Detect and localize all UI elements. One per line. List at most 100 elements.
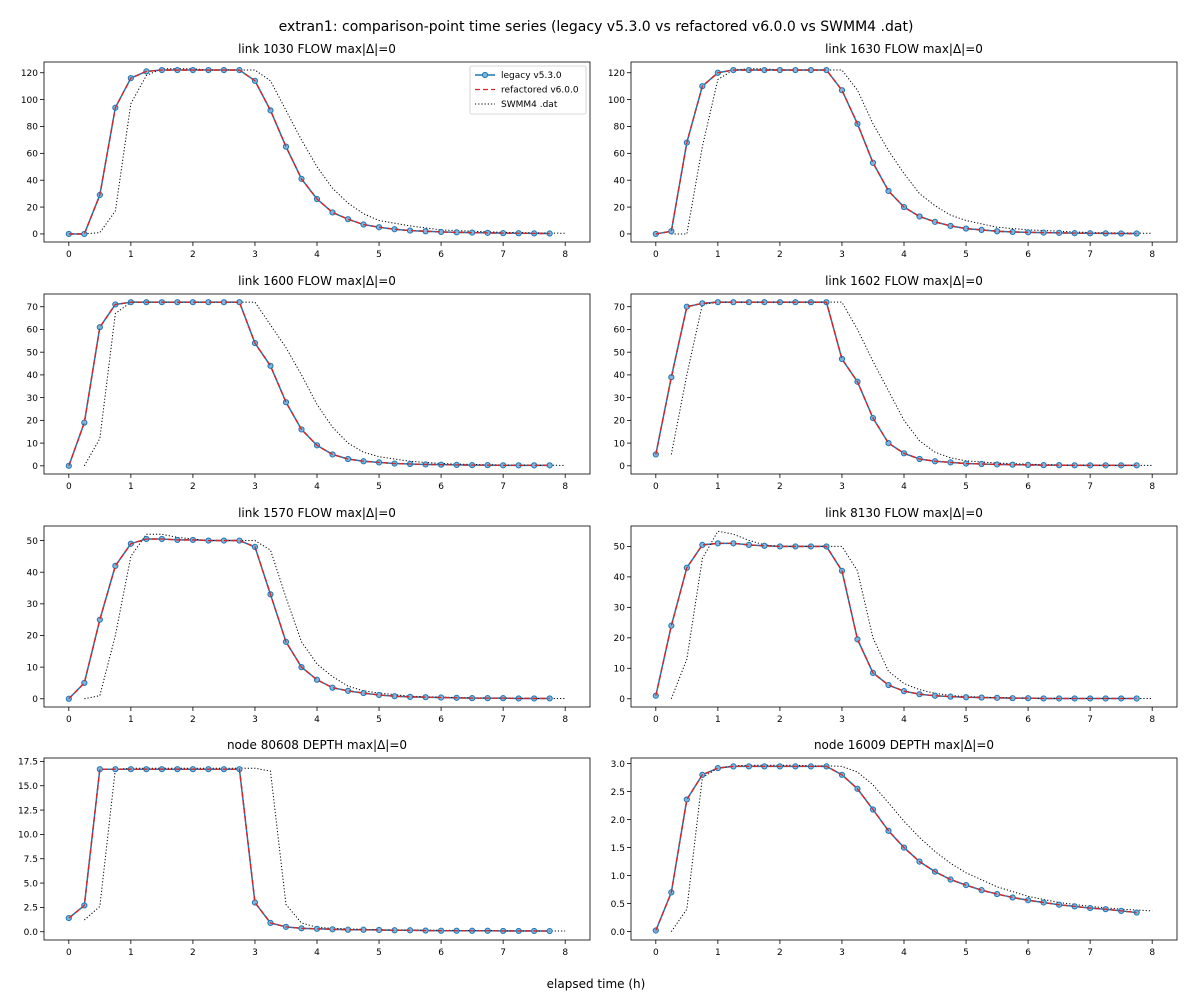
y-tick-label: 60	[614, 326, 626, 336]
legend-box	[469, 65, 587, 115]
y-tick-label: 1.0	[611, 872, 626, 882]
y-tick-label: 5.0	[24, 879, 39, 889]
x-axis-label: elapsed time (h)	[547, 977, 646, 991]
y-tick-label: 0	[619, 230, 625, 240]
y-tick-label: 1.5	[611, 844, 625, 854]
series-line-dashed-overlay	[68, 538, 550, 700]
y-tick-label: 60	[27, 326, 39, 336]
y-tick-label: 100	[21, 96, 38, 106]
series-line-dashed-overlay	[655, 765, 1137, 931]
y-tick-label: 30	[614, 394, 626, 404]
x-tick-label: 2	[190, 715, 196, 725]
x-tick-label: 7	[500, 250, 506, 260]
data-point	[329, 209, 336, 216]
x-tick-label: 7	[1087, 715, 1093, 725]
y-tick-label: 20	[614, 634, 626, 644]
panel-title: link 1030 FLOW max|Δ|=0	[238, 42, 396, 56]
x-tick-label: 1	[715, 948, 721, 958]
x-tick-label: 6	[1025, 482, 1031, 492]
x-tick-label: 4	[901, 482, 907, 492]
y-tick-label: 100	[608, 96, 625, 106]
y-tick-label: 40	[27, 371, 39, 381]
series-line-dashed-overlay	[655, 301, 1137, 467]
x-tick-label: 3	[839, 715, 845, 725]
data-point	[931, 218, 939, 225]
x-tick-label: 3	[252, 482, 258, 492]
y-tick-label: 40	[27, 176, 39, 186]
x-tick-label: 4	[901, 948, 907, 958]
series-line-dashed-overlay	[68, 301, 550, 467]
y-tick-label: 10	[27, 439, 39, 449]
x-tick-label: 6	[438, 948, 444, 958]
x-tick-label: 4	[314, 948, 320, 958]
data-point	[869, 159, 877, 166]
series-line-dashed	[68, 301, 550, 467]
y-tick-label: 20	[614, 417, 626, 427]
x-tick-label: 7	[500, 948, 506, 958]
y-tick-label: 17.5	[18, 758, 38, 768]
data-point	[81, 230, 88, 238]
series-line-dashed-overlay	[68, 69, 550, 235]
y-tick-label: 60	[614, 150, 626, 160]
y-tick-label: 15.0	[18, 782, 38, 792]
plot-frame	[630, 757, 1178, 941]
legend: legacy v5.3.0 refactored v6.0.0 SWMM4 .dat	[469, 65, 587, 115]
x-tick-label: 2	[190, 482, 196, 492]
series-line-dotted	[83, 767, 566, 932]
panel-title: link 1600 FLOW max|Δ|=0	[238, 274, 396, 288]
y-tick-label: 70	[27, 303, 39, 313]
y-tick-label: 0	[32, 695, 38, 705]
series-line-dashed-overlay	[655, 69, 1137, 235]
y-tick-label: 50	[27, 537, 39, 547]
data-point	[546, 462, 553, 469]
series-line-dashed	[68, 538, 550, 700]
y-tick-label: 0.0	[611, 928, 626, 938]
series-line-dashed	[655, 69, 1137, 235]
series-line-solid-marker	[655, 542, 1137, 700]
x-tick-label: 5	[376, 250, 382, 260]
y-tick-label: 0.5	[611, 900, 625, 910]
series-line-solid-marker	[655, 301, 1137, 467]
x-tick-label: 3	[839, 948, 845, 958]
x-tick-label: 0	[653, 250, 659, 260]
y-tick-label: 70	[614, 303, 626, 313]
y-tick-label: 50	[614, 543, 626, 553]
y-tick-label: 60	[27, 150, 39, 160]
x-tick-label: 4	[314, 715, 320, 725]
y-tick-label: 40	[614, 573, 626, 583]
x-tick-label: 3	[839, 482, 845, 492]
x-tick-label: 8	[1149, 482, 1155, 492]
panel-3: link 1600 FLOW max|Δ|=0 0 1 2 3 4 5 6 7 8 0 10 20 30 4…	[27, 274, 591, 492]
y-tick-label: 0.0	[24, 928, 39, 938]
data-point	[1133, 230, 1140, 237]
plot-frame	[43, 293, 591, 475]
y-tick-label: 2.0	[611, 816, 626, 826]
x-tick-label: 6	[438, 482, 444, 492]
series-line-dotted	[84, 533, 566, 700]
x-tick-label: 7	[500, 482, 506, 492]
data-point	[282, 143, 290, 150]
y-tick-label: 2.5	[611, 788, 625, 798]
legend-marker	[481, 71, 489, 79]
x-tick-label: 1	[128, 948, 134, 958]
plot-frame	[43, 525, 591, 708]
data-point	[344, 216, 352, 223]
x-tick-label: 8	[562, 250, 568, 260]
y-tick-label: 20	[27, 203, 39, 213]
data-point	[1133, 909, 1140, 916]
series-line-dashed	[68, 768, 550, 932]
x-tick-label: 8	[562, 948, 568, 958]
y-tick-label: 30	[27, 600, 39, 610]
y-tick-label: 0	[619, 695, 625, 705]
y-tick-label: 40	[27, 568, 39, 578]
legend-label: legacy v5.3.0	[501, 71, 562, 81]
series-line-dashed	[655, 542, 1137, 700]
data-point	[885, 681, 892, 689]
y-tick-label: 0	[619, 462, 625, 472]
y-tick-label: 40	[614, 371, 626, 381]
series-line-dotted	[671, 68, 1153, 235]
y-tick-label: 12.5	[18, 806, 38, 816]
y-tick-label: 10	[614, 665, 626, 675]
x-tick-label: 4	[314, 250, 320, 260]
